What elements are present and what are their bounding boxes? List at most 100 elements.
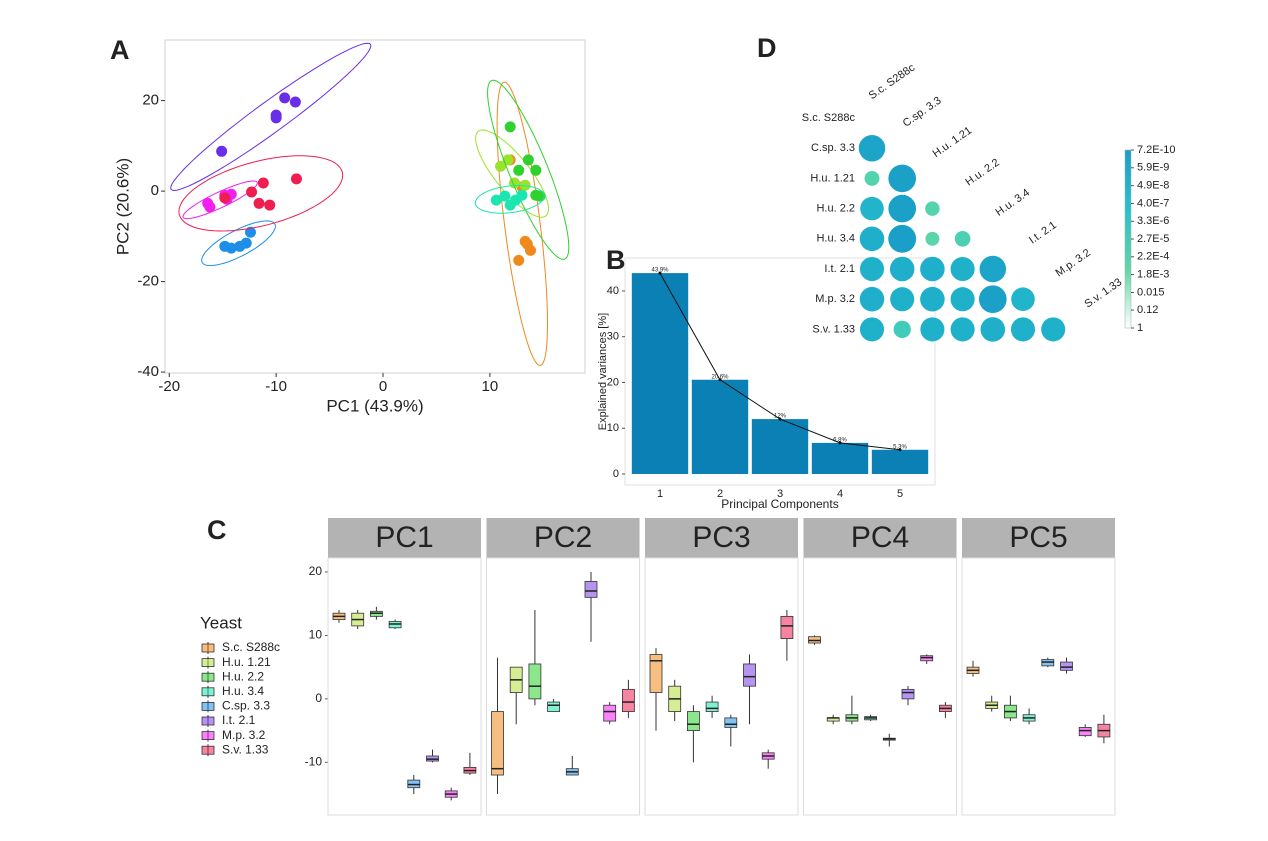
y-tick-label: 40 <box>607 285 619 297</box>
facet-strip <box>803 518 957 558</box>
x-tick-label: -10 <box>265 378 287 395</box>
bar <box>811 442 869 475</box>
point <box>216 145 228 157</box>
p-value-circle <box>893 320 911 339</box>
value-label: 43.9% <box>651 268 669 274</box>
point <box>524 244 536 256</box>
row-label: C.sp. 3.3 <box>811 142 855 154</box>
column-label: S.v. 1.33 <box>1082 276 1124 310</box>
p-value-circle <box>888 194 917 223</box>
x-tick-label: -20 <box>158 378 180 395</box>
point <box>504 121 516 133</box>
column-label: H.u. 3.4 <box>994 187 1032 219</box>
p-value-circle <box>950 256 975 282</box>
y-tick-label: 0 <box>315 691 322 705</box>
x-axis-label: PC1 (43.9%) <box>326 396 423 415</box>
legend-label: S.c. S288c <box>222 640 280 654</box>
y-axis-label: Explained variances [%] <box>597 313 609 430</box>
point <box>290 173 302 185</box>
p-value-circle <box>888 164 917 193</box>
legend-swatch <box>201 731 215 740</box>
confidence-ellipse <box>170 42 372 192</box>
point <box>253 197 265 209</box>
confidence-ellipse <box>201 220 276 267</box>
legend-label: M.p. 3.2 <box>222 728 266 742</box>
point <box>246 186 258 198</box>
point <box>495 160 507 172</box>
colorbar-label: 0.015 <box>1137 286 1165 298</box>
point <box>490 194 502 206</box>
box <box>901 688 915 700</box>
p-value-circle <box>859 317 885 342</box>
row-label: H.u. 3.4 <box>816 233 855 245</box>
confidence-ellipse <box>487 79 570 260</box>
point <box>225 242 237 254</box>
x-tick-label: 0 <box>379 378 387 395</box>
p-value-circle <box>920 256 945 282</box>
row-label: S.c. S288c <box>802 112 856 124</box>
box <box>491 711 504 776</box>
p-value-circle <box>979 255 1007 283</box>
colorbar-label: 1 <box>1137 322 1143 334</box>
point <box>519 179 531 191</box>
column-label: H.u. 1.21 <box>931 125 974 160</box>
legend-label: C.sp. 3.3 <box>222 699 270 713</box>
box <box>724 717 738 728</box>
colorbar-label: 2.2E-4 <box>1137 251 1169 263</box>
point <box>499 190 511 202</box>
y-tick-label: -20 <box>137 273 159 290</box>
legend-swatch <box>201 702 215 711</box>
point <box>513 254 525 266</box>
legend-swatch <box>201 745 215 755</box>
p-value-circle <box>978 285 1007 314</box>
point <box>519 235 531 247</box>
facet-strip <box>962 518 1115 558</box>
confidence-ellipse <box>178 155 344 232</box>
point <box>504 199 516 211</box>
p-value-circle <box>888 224 917 253</box>
facet-label: PC5 <box>1009 521 1067 554</box>
bar <box>751 419 809 475</box>
point <box>257 177 269 189</box>
p-value-circle <box>1041 317 1066 342</box>
facet-strip <box>486 518 640 558</box>
y-tick-label: 20 <box>309 564 323 578</box>
row-label: H.u. 1.21 <box>810 172 855 184</box>
value-label: 6.8% <box>833 437 847 443</box>
legend-swatch <box>201 687 215 697</box>
p-value-circle <box>1011 287 1035 311</box>
facet-label: PC4 <box>851 521 909 554</box>
bar <box>631 273 689 475</box>
row-label: H.u. 2.2 <box>816 203 855 215</box>
point <box>204 201 216 213</box>
point <box>264 199 276 211</box>
y-tick-label: 10 <box>607 422 619 434</box>
p-value-circle <box>859 286 885 312</box>
facet-strip <box>328 518 481 558</box>
row-label: S.v. 1.33 <box>812 323 855 335</box>
p-value-circle <box>950 287 975 312</box>
plot-border <box>624 257 936 486</box>
row-label: M.p. 3.2 <box>815 293 855 305</box>
box <box>687 711 700 732</box>
row-label: I.t. 2.1 <box>824 263 855 275</box>
y-tick-label: 0 <box>613 468 619 480</box>
p-value-circle <box>859 256 885 282</box>
column-label: M.p. 3.2 <box>1053 247 1092 280</box>
x-tick-label: 5 <box>897 488 903 500</box>
p-value-circle <box>860 196 884 221</box>
facet-panel <box>961 557 1116 816</box>
box <box>743 663 756 687</box>
legend-label: S.v. 1.33 <box>222 742 269 756</box>
facet-panel <box>327 557 482 816</box>
legend-swatch <box>201 716 215 726</box>
facet-panel <box>486 557 640 816</box>
colorbar-label: 3.3E-6 <box>1137 215 1169 227</box>
y-tick-label: 10 <box>309 628 323 642</box>
confidence-ellipse <box>182 180 258 220</box>
legend-swatch <box>201 672 215 682</box>
colorbar-label: 0.12 <box>1137 304 1158 316</box>
panel-letter: B <box>606 245 626 275</box>
point <box>279 92 291 104</box>
y-tick-label: 20 <box>607 376 619 388</box>
